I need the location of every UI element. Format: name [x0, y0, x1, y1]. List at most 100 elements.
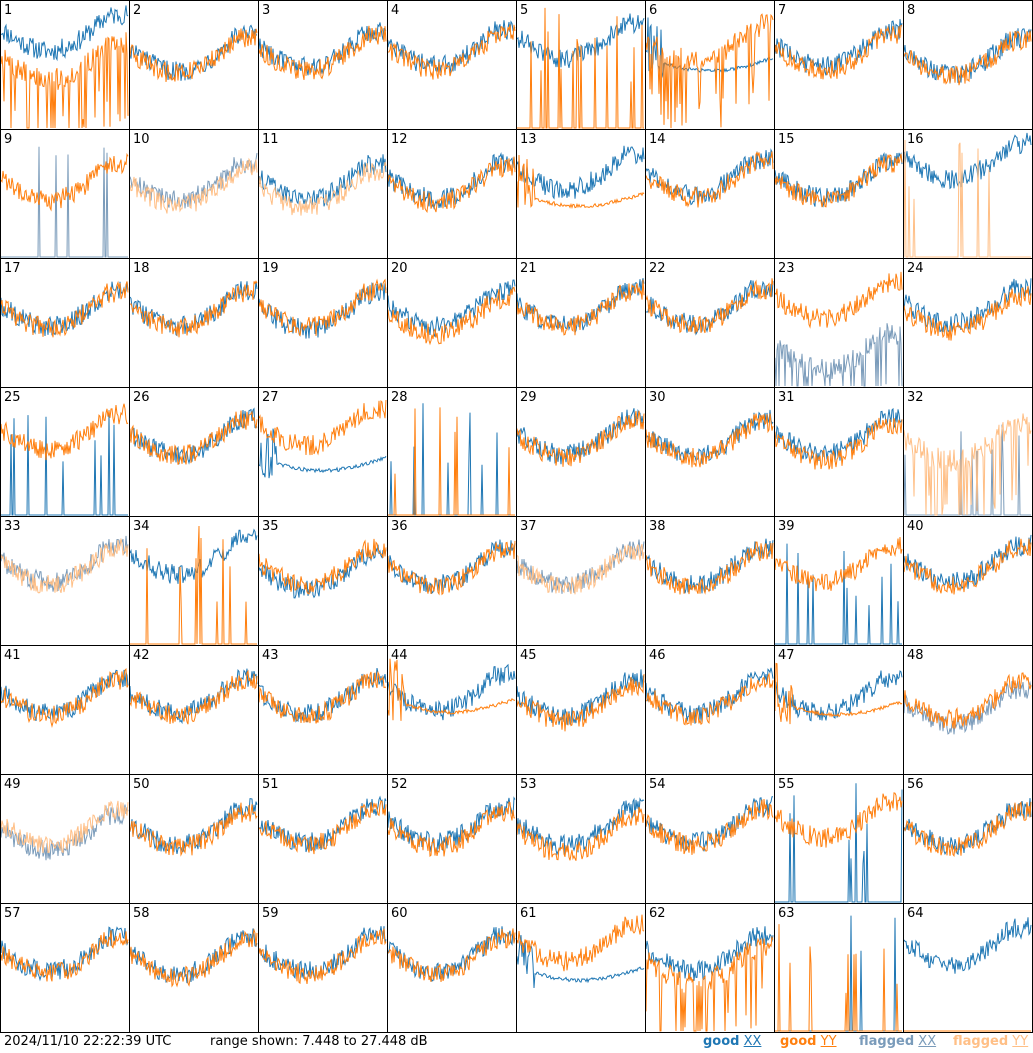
- panel-6: 6: [645, 0, 775, 130]
- panel-19-label: 19: [262, 261, 279, 276]
- panel-18: 18: [129, 258, 259, 388]
- panel-55-xx-line: [775, 783, 903, 903]
- panel-5: 5: [516, 0, 646, 130]
- panel-8-label: 8: [907, 3, 915, 18]
- panel-16-frame: [903, 129, 1033, 259]
- panel-29-yy-line: [516, 410, 645, 467]
- panel-33-xx-line: [0, 535, 129, 592]
- panel-59-label: 59: [262, 906, 279, 921]
- panel-15-yy-line: [774, 153, 903, 208]
- panel-34: 34: [129, 516, 259, 646]
- panel-62: 62: [645, 903, 775, 1033]
- legend-good-yy-pol: YY: [820, 1034, 837, 1049]
- panel-64-label: 64: [907, 906, 924, 921]
- panel-7-label: 7: [778, 3, 786, 18]
- panel-33-yy-line: [0, 538, 129, 594]
- panel-1-label: 1: [4, 3, 12, 18]
- panel-52-xx-line: [387, 796, 516, 855]
- panel-30-label: 30: [649, 390, 666, 405]
- panel-51-label: 51: [262, 777, 279, 792]
- panel-9-xx-line: [1, 146, 128, 258]
- panel-47-yy-line: [774, 662, 903, 725]
- panel-63: 63: [774, 903, 904, 1033]
- panel-50: 50: [129, 774, 259, 904]
- panel-10: 10: [129, 129, 259, 259]
- panel-35-label: 35: [262, 519, 279, 534]
- legend-good-yy: good YY: [780, 1034, 837, 1049]
- panel-38-label: 38: [649, 519, 666, 534]
- panel-54-label: 54: [649, 777, 666, 792]
- panel-2-label: 2: [133, 3, 141, 18]
- panel-25-label: 25: [4, 390, 21, 405]
- panel-53: 53: [516, 774, 646, 904]
- panel-47-xx-line: [774, 670, 903, 722]
- panel-61-label: 61: [520, 906, 537, 921]
- panel-56: 56: [903, 774, 1033, 904]
- panel-55: 55: [774, 774, 904, 904]
- panel-45-label: 45: [520, 648, 537, 663]
- panel-13-xx-line: [516, 145, 645, 200]
- panel-58-label: 58: [133, 906, 150, 921]
- panel-1: 1: [0, 0, 130, 130]
- panel-32-label: 32: [907, 390, 924, 405]
- panel-38-xx-line: [645, 538, 774, 594]
- panel-8: 8: [903, 0, 1033, 130]
- panel-21: 21: [516, 258, 646, 388]
- panel-24: 24: [903, 258, 1033, 388]
- panel-52: 52: [387, 774, 517, 904]
- legend-good-xx: good XX: [703, 1034, 761, 1049]
- panel-49-xx-line: [0, 804, 129, 861]
- panel-38-yy-line: [645, 541, 774, 595]
- panel-15: 15: [774, 129, 904, 259]
- panel-58-yy-line: [129, 928, 258, 988]
- panel-26: 26: [129, 387, 259, 517]
- panel-50-yy-line: [129, 802, 258, 857]
- legend-good-xx-word: good: [703, 1034, 740, 1049]
- panel-36-yy-line: [387, 540, 516, 596]
- legend-flagged-xx-pol: XX: [918, 1034, 937, 1049]
- panel-40-xx-line: [903, 534, 1032, 590]
- panel-15-xx-line: [774, 151, 903, 208]
- panel-42-label: 42: [133, 648, 150, 663]
- panel-13: 13: [516, 129, 646, 259]
- panel-32-yy-line: [903, 413, 1032, 516]
- panel-32: 32: [903, 387, 1033, 517]
- panel-16: 16: [903, 129, 1033, 259]
- panel-20-yy-line: [387, 286, 516, 346]
- panel-47-label: 47: [778, 648, 795, 663]
- panel-31-yy-line: [774, 417, 903, 470]
- panel-49: 49: [0, 774, 130, 904]
- timestamp: 2024/11/10 22:22:39 UTC: [4, 1034, 172, 1049]
- panel-64: 64: [903, 903, 1033, 1033]
- panel-25-yy-line: [0, 403, 129, 461]
- panel-40-label: 40: [907, 519, 924, 534]
- panel-51: 51: [258, 774, 388, 904]
- panel-47: 47: [774, 645, 904, 775]
- panel-41: 41: [0, 645, 130, 775]
- footer: 2024/11/10 22:22:39 UTC range shown: 7.4…: [0, 1034, 1033, 1053]
- panel-21-yy-line: [516, 279, 645, 336]
- panel-57-yy-line: [0, 930, 129, 982]
- panel-18-yy-line: [129, 280, 258, 338]
- panel-26-xx-line: [129, 407, 258, 465]
- panel-57-xx-line: [0, 926, 129, 982]
- panel-46-label: 46: [649, 648, 666, 663]
- panel-34-frame: [129, 516, 259, 646]
- panel-62-xx-line: [645, 926, 774, 981]
- panel-29-label: 29: [520, 390, 537, 405]
- panel-33-frame: [0, 516, 130, 646]
- panel-46: 46: [645, 645, 775, 775]
- panel-55-label: 55: [778, 777, 795, 792]
- panel-35-xx-line: [258, 544, 387, 599]
- panel-7-xx-line: [774, 19, 903, 76]
- panel-61-xx-line: [516, 935, 645, 989]
- panel-50-label: 50: [133, 777, 150, 792]
- legend-good-yy-word: good: [780, 1034, 817, 1049]
- panel-30: 30: [645, 387, 775, 517]
- panel-16-label: 16: [907, 132, 924, 147]
- panel-37: 37: [516, 516, 646, 646]
- panel-4-yy-line: [388, 24, 516, 80]
- panel-62-yy-line: [645, 935, 774, 1032]
- panel-23: 23: [774, 258, 904, 388]
